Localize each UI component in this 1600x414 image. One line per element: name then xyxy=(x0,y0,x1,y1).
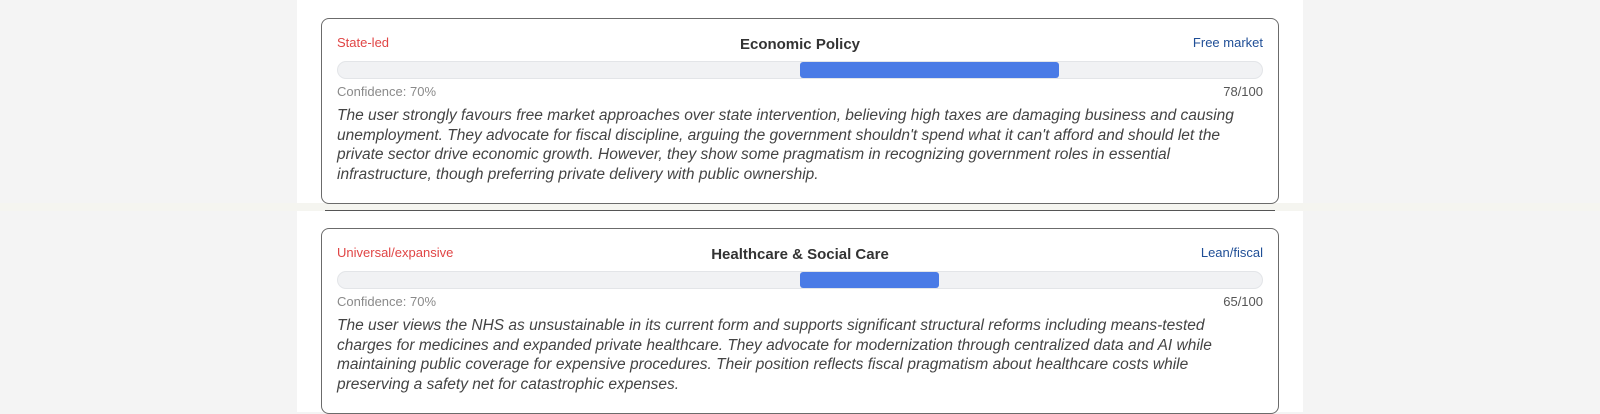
score-label: 78/100 xyxy=(1223,84,1263,99)
position-bar-fill xyxy=(800,272,939,288)
policy-card-healthcare: Universal/expansive Healthcare & Social … xyxy=(321,228,1279,414)
card-title: Healthcare & Social Care xyxy=(711,246,889,263)
right-pole-label: Lean/fiscal xyxy=(1200,245,1263,260)
confidence-label: Confidence: 70% xyxy=(337,294,437,309)
policy-card-economic: State-led Economic Policy Free market Co… xyxy=(321,18,1279,204)
confidence-label: Confidence: 70% xyxy=(337,84,437,99)
right-pole-label: Free market xyxy=(1192,35,1263,50)
position-bar-fill xyxy=(800,62,1059,78)
divider xyxy=(325,210,1275,211)
left-pole-label: Universal/expansive xyxy=(337,245,454,260)
panel-seam xyxy=(0,203,1600,211)
card-summary: The user strongly favours free market ap… xyxy=(337,107,1234,183)
position-bar-track xyxy=(337,61,1263,79)
left-pole-label: State-led xyxy=(337,35,390,50)
card-summary: The user views the NHS as unsustainable … xyxy=(337,317,1212,393)
position-bar-track xyxy=(337,271,1263,289)
card-title: Economic Policy xyxy=(739,36,861,53)
score-label: 65/100 xyxy=(1223,294,1263,309)
